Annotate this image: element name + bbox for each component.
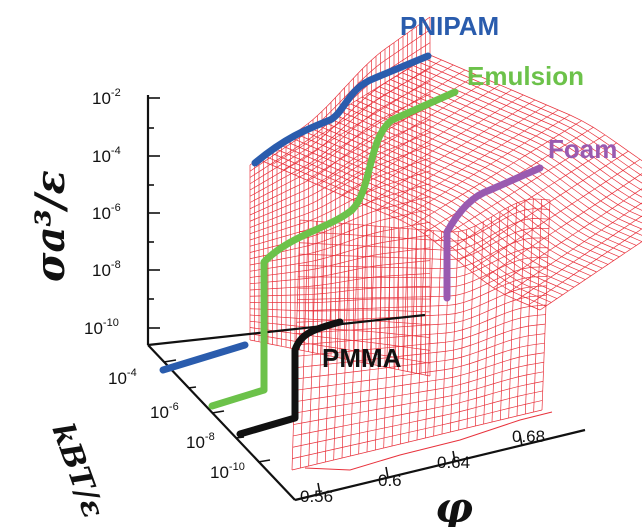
surface-mesh-line xyxy=(249,298,431,304)
series-line-pmma xyxy=(236,318,344,438)
surface-mesh-line xyxy=(292,390,543,448)
series-line-foam xyxy=(443,164,544,302)
surface-mesh-line xyxy=(298,247,549,279)
surface-mesh-line xyxy=(283,64,454,171)
surface-mesh-line xyxy=(293,371,544,425)
series-floor-pnipam xyxy=(159,341,249,374)
surface-mesh-line xyxy=(294,352,545,403)
x-axis-title: φ xyxy=(435,483,473,527)
y-tick-label: 10-6 xyxy=(92,202,121,223)
surface-mesh-line xyxy=(297,276,548,312)
surface-mesh-line xyxy=(249,144,431,228)
surface-mesh-line xyxy=(481,173,642,280)
floor-front-edge xyxy=(147,344,296,501)
series-label-pnipam: PNIPAM xyxy=(400,11,499,41)
surface-mesh-line xyxy=(291,409,543,471)
series-line-pnipam xyxy=(251,52,432,167)
surface-mesh-line xyxy=(434,134,606,243)
floor-left-edge xyxy=(147,313,426,347)
surface-mesh-line xyxy=(294,69,466,176)
surface-mesh-line xyxy=(458,150,629,262)
surface-mesh-line xyxy=(297,256,548,289)
surface-mesh-line xyxy=(304,411,553,471)
surface-mesh-line xyxy=(249,132,431,222)
surface-mesh-line xyxy=(249,339,431,377)
surface-mesh-line xyxy=(299,198,551,233)
z-tick-labels: 10-4 10-6 10-8 10-10 xyxy=(108,367,245,482)
series-label-emulsion: Emulsion xyxy=(467,61,584,91)
surface-mesh-line xyxy=(388,109,559,216)
surface-mesh-line xyxy=(364,99,536,206)
z-tick-label: 10-8 xyxy=(186,431,215,452)
series-label-foam: Foam xyxy=(548,134,617,164)
y-tick-label: 10-2 xyxy=(92,87,121,108)
surface-mesh-line xyxy=(295,304,547,346)
z-axis-title: kBT/ε xyxy=(44,419,110,523)
surface-mesh-line xyxy=(271,59,442,166)
surface-mesh-line xyxy=(504,202,642,295)
y-tick-label: 10-4 xyxy=(92,145,121,166)
surface-mesh-line xyxy=(249,234,431,272)
y-ticks xyxy=(148,97,160,329)
x-tick-label: 0.6 xyxy=(378,471,402,490)
surface-mesh-line xyxy=(293,361,544,414)
x-ticks xyxy=(317,434,523,495)
y-tick-label: 10-10 xyxy=(84,317,119,338)
surface-mesh-line xyxy=(295,314,546,357)
surface-mesh-line xyxy=(528,228,642,306)
surface-mesh-line xyxy=(376,104,547,211)
surface-mesh-line xyxy=(298,237,549,270)
surface-mesh-line xyxy=(249,119,431,216)
series-line-emulsion xyxy=(260,88,459,394)
series-label-pmma: PMMA xyxy=(322,343,402,373)
x-tick-label: 0.64 xyxy=(437,453,470,472)
surface-mesh-line xyxy=(292,400,543,459)
z-tick-label: 10-6 xyxy=(150,401,179,422)
surface-mesh-line xyxy=(293,381,544,437)
surface-mesh-line xyxy=(249,157,431,235)
series-floor-emulsion xyxy=(208,386,268,410)
y-tick-label: 10-8 xyxy=(92,259,121,280)
surface-mesh-line xyxy=(318,79,489,186)
surface-mesh-line xyxy=(249,320,431,338)
surface-mesh-line xyxy=(411,120,582,227)
surface-mesh-line xyxy=(296,295,547,334)
surface-mesh-line xyxy=(469,159,641,271)
x-tick-label: 0.56 xyxy=(300,487,333,506)
surface-mesh-line xyxy=(294,342,545,391)
axes xyxy=(146,95,586,502)
y-axis-title: σa³/ε xyxy=(27,170,74,282)
surface-mesh-line xyxy=(539,241,642,311)
surface-mesh-line xyxy=(329,84,501,191)
z-tick-label: 10-4 xyxy=(108,367,137,388)
x-tick-label: 0.68 xyxy=(512,427,545,446)
surface-mesh-line xyxy=(295,323,546,369)
z-tick-label: 10-10 xyxy=(210,461,245,482)
surface-mesh-line xyxy=(294,333,545,380)
surface-mesh-line xyxy=(249,308,431,313)
surface-mesh-line xyxy=(249,333,431,364)
x-tick-labels: 0.56 0.6 0.64 0.68 xyxy=(300,427,545,506)
surface-mesh-line xyxy=(299,208,550,242)
surface-mesh-line xyxy=(516,215,642,301)
surface-mesh-line xyxy=(298,227,549,260)
z-ticks xyxy=(163,359,271,463)
surface-mesh-line xyxy=(249,93,431,203)
y-tick-labels: 10-2 10-4 10-6 10-8 10-10 xyxy=(84,87,121,338)
surface-mesh-line xyxy=(249,285,431,297)
surface-mesh-line xyxy=(353,94,524,201)
surface-mesh-line xyxy=(399,114,571,221)
surface-mesh-line xyxy=(249,170,431,241)
x-axis-line xyxy=(294,428,586,502)
surface-mesh-line xyxy=(299,218,550,251)
surface-mesh-line xyxy=(297,266,548,300)
